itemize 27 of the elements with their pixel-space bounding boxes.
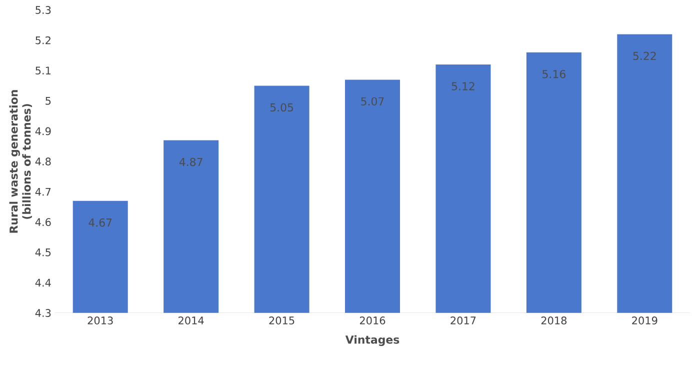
data-label: 4.67 — [88, 218, 112, 227]
y-tick-label: 4.5 — [35, 248, 51, 256]
y-tick-label: 4.8 — [35, 158, 51, 166]
y-tick-label: 4.7 — [35, 188, 51, 196]
y-tick-label: 4.6 — [35, 218, 51, 226]
x-tick-label: 2016 — [360, 316, 386, 324]
data-label: 5.07 — [361, 97, 384, 106]
x-tick-label: 2014 — [178, 316, 204, 324]
x-tick-label: 2018 — [541, 316, 567, 324]
y-tick-label: 5.2 — [36, 36, 50, 44]
y-tick-label: 5.1 — [36, 66, 51, 74]
y-tick-label: 4.3 — [35, 309, 51, 317]
y-tick-label: 5 — [46, 97, 51, 105]
x-tick-label: 2019 — [632, 316, 658, 324]
data-label: 5.12 — [452, 82, 474, 90]
data-label: 4.87 — [179, 158, 202, 166]
x-tick-label: 2017 — [450, 316, 476, 324]
y-tick-label: 5.3 — [36, 6, 51, 14]
data-label: 5.22 — [633, 52, 656, 60]
data-label: 5.16 — [542, 70, 566, 78]
data-label: 5.05 — [270, 103, 294, 112]
x-tick-label: 2013 — [88, 316, 113, 324]
x-tick-label: 2015 — [269, 316, 294, 324]
y-axis-title: Rural waste generation (billions of tonnes) — [9, 90, 32, 233]
x-axis-title: Vintages — [345, 335, 400, 346]
y-tick-label: 4.4 — [35, 278, 51, 287]
y-tick-label: 4.9 — [35, 127, 51, 136]
